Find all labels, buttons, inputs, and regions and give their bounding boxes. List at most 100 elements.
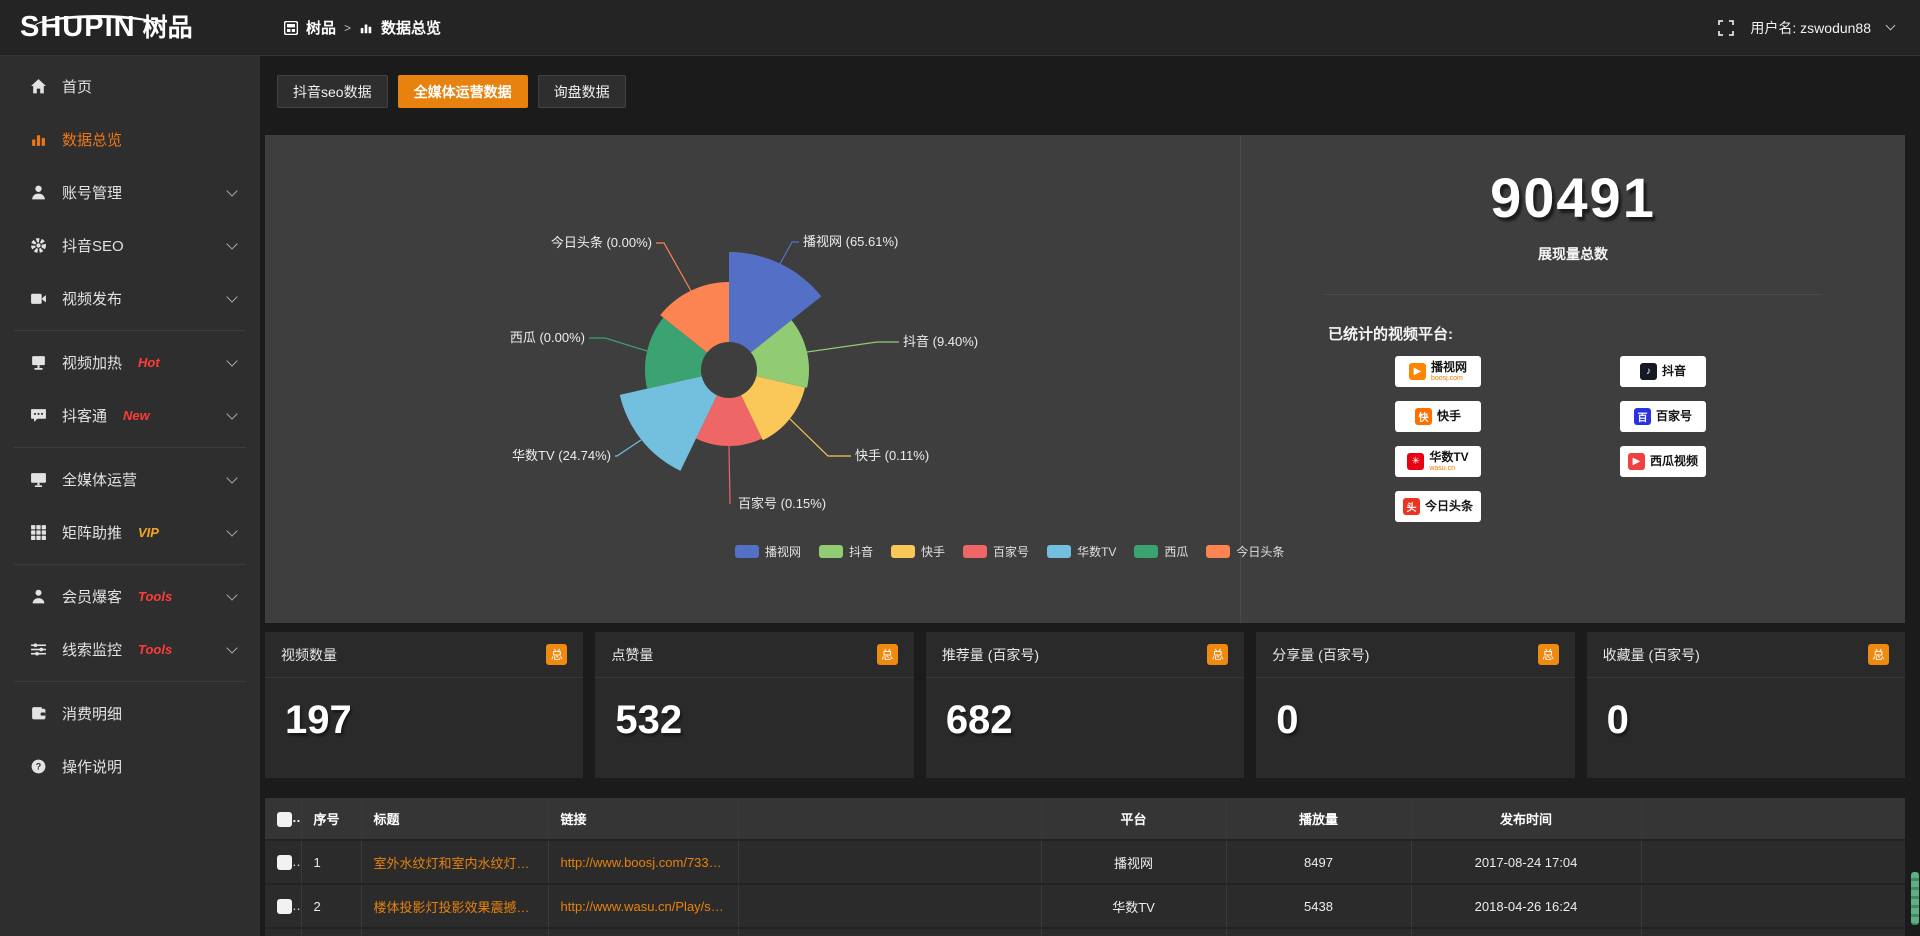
- chevron-down-icon: [226, 641, 238, 654]
- stat-cards-row: 视频数量 总 197 点赞量 总 532 推荐量 (百家号) 总 682 分享量…: [265, 632, 1906, 778]
- platform-badge-2[interactable]: ✳ 华数TV wasu.cn: [1395, 446, 1481, 477]
- platform-badge-4[interactable]: ♪ 抖音: [1620, 356, 1706, 387]
- pie-slice-5[interactable]: [644, 317, 708, 389]
- col-header-published: 发布时间: [1411, 798, 1642, 841]
- svg-text:?: ?: [36, 762, 42, 772]
- scrollbar-thumb[interactable]: [1911, 872, 1919, 925]
- chevron-down-icon: [226, 237, 238, 250]
- legend-item-0[interactable]: 播视网: [735, 543, 801, 560]
- legend-item-4[interactable]: 华数TV: [1047, 543, 1116, 560]
- pie-chart: 播视网 (65.61%) 抖音 (9.40%) 快手 (0.11%) 百家号 (0.1…: [265, 135, 1285, 623]
- platform-logo-icon: ▶: [1408, 363, 1426, 380]
- dashboard-icon: [284, 20, 298, 35]
- sidebar-item-video-publish[interactable]: 视频发布: [0, 272, 260, 325]
- cell-title[interactable]: 室外水纹灯和室内水纹灯的区别和简介: [361, 840, 549, 885]
- platform-badge-3[interactable]: 头 今日头条: [1395, 491, 1481, 522]
- sidebar-item-douketong[interactable]: 抖客通 New: [0, 389, 260, 442]
- topbar-right: 用户名: zswodun88: [1718, 18, 1920, 38]
- sidebar-item-omni-media[interactable]: 全媒体运营: [0, 453, 260, 506]
- summary-divider: [1324, 294, 1822, 295]
- total-badge[interactable]: 总: [1868, 644, 1890, 665]
- pie-slice-1[interactable]: [750, 320, 809, 388]
- sidebar-item-lead-monitor[interactable]: 线索监控 Tools: [0, 623, 260, 676]
- legend-item-5[interactable]: 西瓜: [1134, 543, 1188, 560]
- pie-label: 播视网 (65.61%): [803, 234, 898, 249]
- row-checkbox[interactable]: [277, 855, 292, 871]
- stat-card-4: 收藏量 (百家号) 总 0: [1586, 632, 1906, 778]
- platform-badge-label: 抖音: [1661, 364, 1686, 379]
- legend-label: 百家号: [993, 545, 1030, 559]
- total-badge[interactable]: 总: [546, 644, 568, 665]
- cell-link[interactable]: http://www.wasu.cn/Play/show/id/952...: [548, 884, 739, 929]
- sidebar-item-account-manage[interactable]: 账号管理: [0, 166, 260, 219]
- legend-item-3[interactable]: 百家号: [963, 543, 1029, 560]
- empty-cell: [738, 928, 1042, 936]
- row-checkbox[interactable]: [277, 899, 292, 915]
- breadcrumb-separator: >: [344, 20, 352, 35]
- sidebar-item-label: 抖客通: [62, 408, 108, 425]
- cell-link[interactable]: http://www.boosj.com/7338468.html: [548, 840, 739, 885]
- app-logo[interactable]: SHUPIN 树品: [0, 13, 260, 42]
- sidebar-item-video-heat[interactable]: 视频加热 Hot: [0, 336, 260, 389]
- cell-plays: 8497: [1226, 840, 1412, 885]
- pie-slice-0[interactable]: [729, 251, 822, 353]
- platform-badge-0[interactable]: ▶ 播视网 boosj.com: [1395, 356, 1481, 387]
- breadcrumb: 树品 > 数据总览: [284, 17, 441, 38]
- breadcrumb-root[interactable]: 树品: [306, 20, 337, 37]
- question-icon: ?: [30, 758, 47, 775]
- topbar: SHUPIN 树品 树品 > 数据总览 用户名: zswodun88: [0, 0, 1920, 56]
- sidebar-item-label: 线索监控: [62, 642, 123, 659]
- pie-slice-2[interactable]: [741, 376, 805, 441]
- select-all-checkbox[interactable]: [277, 811, 292, 827]
- cell-title[interactable]: 楼体投影灯投影效果震撼上市: [361, 884, 549, 929]
- chart-legend: 播视网 抖音 快手 百家号 华数TV 西瓜 今日头条: [735, 543, 1284, 560]
- summary-section: 90491 展现量总数 已统计的视频平台: ▶ 播视网 boosj.com 快 …: [1240, 135, 1905, 623]
- sidebar-item-home[interactable]: 首页: [0, 60, 260, 113]
- pie-label-line: [615, 439, 642, 457]
- sidebar-divider: [14, 681, 246, 682]
- table-row: 1室外水纹灯和室内水纹灯的区别和简介http://www.boosj.com/7…: [265, 840, 1905, 885]
- platform-badge-6[interactable]: ▶ 西瓜视频: [1620, 446, 1706, 477]
- total-badge[interactable]: 总: [1207, 644, 1229, 665]
- sidebar-item-consume-detail[interactable]: 消费明细: [0, 687, 260, 740]
- tab-2[interactable]: 询盘数据: [537, 75, 626, 108]
- legend-item-6[interactable]: 今日头条: [1206, 543, 1284, 560]
- chevron-down-icon: [226, 290, 238, 303]
- platform-badge-5[interactable]: 百 百家号: [1620, 401, 1706, 432]
- heat-icon: [30, 354, 47, 371]
- total-impressions-value: 90491: [1490, 166, 1656, 229]
- pie-slice-4[interactable]: [619, 376, 717, 471]
- sidebar-item-douyin-seo[interactable]: 抖音SEO: [0, 219, 260, 272]
- sidebar-item-label: 矩阵助推: [62, 525, 123, 542]
- tab-0[interactable]: 抖音seo数据: [277, 75, 388, 108]
- sidebar-item-label: 抖音SEO: [62, 238, 124, 255]
- sidebar-item-help[interactable]: ? 操作说明: [0, 740, 260, 793]
- sidebar-item-data-overview[interactable]: 数据总览: [0, 113, 260, 166]
- total-badge[interactable]: 总: [1537, 644, 1559, 665]
- sidebar-item-label: 消费明细: [62, 706, 123, 723]
- pie-label: 华数TV (24.74%): [512, 448, 611, 463]
- fullscreen-icon[interactable]: [1718, 19, 1735, 36]
- stat-card-title: 分享量 (百家号): [1272, 646, 1370, 663]
- rose-pie-svg: 播视网 (65.61%) 抖音 (9.40%) 快手 (0.11%) 百家号 (0.1…: [510, 234, 978, 511]
- pie-slice-6[interactable]: [660, 282, 729, 353]
- chevron-down-icon: [226, 524, 238, 537]
- table-row-partial: [265, 928, 1905, 936]
- platform-badge-label: 百家号: [1655, 409, 1692, 424]
- platform-badge-1[interactable]: 快 快手: [1395, 401, 1481, 432]
- col-header-tail: [1641, 798, 1905, 841]
- total-badge[interactable]: 总: [876, 644, 898, 665]
- legend-item-2[interactable]: 快手: [891, 543, 945, 560]
- platform-logo-icon: ▶: [1627, 453, 1645, 470]
- sidebar-item-matrix-boost[interactable]: 矩阵助推 VIP: [0, 506, 260, 559]
- sidebar-item-member-burst[interactable]: 会员爆客 Tools: [0, 570, 260, 623]
- overview-panel: 播视网 (65.61%) 抖音 (9.40%) 快手 (0.11%) 百家号 (0.1…: [265, 135, 1905, 623]
- logo-arc: [34, 15, 162, 27]
- chat-icon: [30, 407, 47, 424]
- username[interactable]: 用户名: zswodun88: [1750, 19, 1871, 36]
- chevron-down-icon: [226, 471, 238, 484]
- legend-item-1[interactable]: 抖音: [819, 543, 873, 560]
- stat-card-title: 视频数量: [281, 646, 337, 663]
- pie-slice-3[interactable]: [696, 395, 762, 447]
- tab-1[interactable]: 全媒体运营数据: [397, 75, 528, 108]
